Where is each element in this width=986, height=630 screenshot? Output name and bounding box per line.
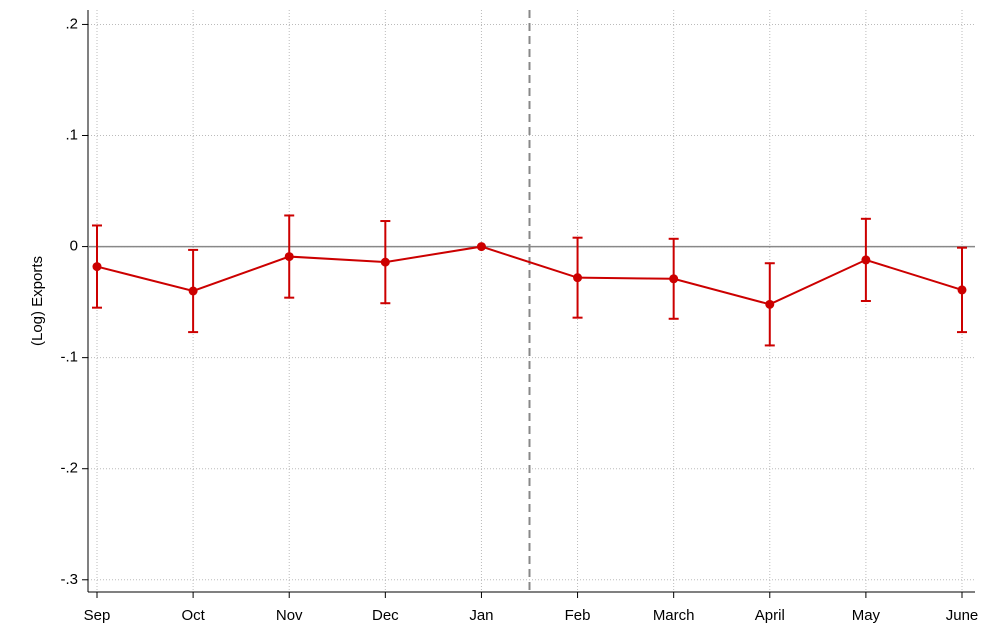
point xyxy=(380,257,390,267)
point xyxy=(765,299,775,309)
x-tick-label: Nov xyxy=(276,607,303,624)
x-tick-label: May xyxy=(852,607,881,624)
x-tick-label: Oct xyxy=(181,607,205,624)
point xyxy=(188,286,198,296)
point xyxy=(284,252,294,262)
y-tick-label: 0 xyxy=(70,238,78,255)
y-tick-label: .2 xyxy=(65,15,78,32)
x-tick-label: April xyxy=(755,607,785,624)
point xyxy=(957,285,967,295)
y-tick-label: -.3 xyxy=(60,571,78,588)
x-tick-label: Dec xyxy=(372,607,399,624)
point xyxy=(669,274,679,284)
point xyxy=(92,262,102,272)
x-tick-label: March xyxy=(653,607,695,624)
x-tick-label: June xyxy=(946,607,979,624)
y-tick-label: .1 xyxy=(65,126,78,143)
x-tick-label: Jan xyxy=(469,607,493,624)
x-tick-label: Sep xyxy=(84,607,111,624)
point xyxy=(476,242,486,252)
point xyxy=(861,255,871,265)
x-tick-label: Feb xyxy=(565,607,591,624)
y-axis-title: (Log) Exports xyxy=(29,256,46,346)
y-tick-label: -.1 xyxy=(60,349,78,366)
line xyxy=(96,245,963,306)
point xyxy=(573,273,583,283)
y-tick-label: -.2 xyxy=(60,460,78,477)
